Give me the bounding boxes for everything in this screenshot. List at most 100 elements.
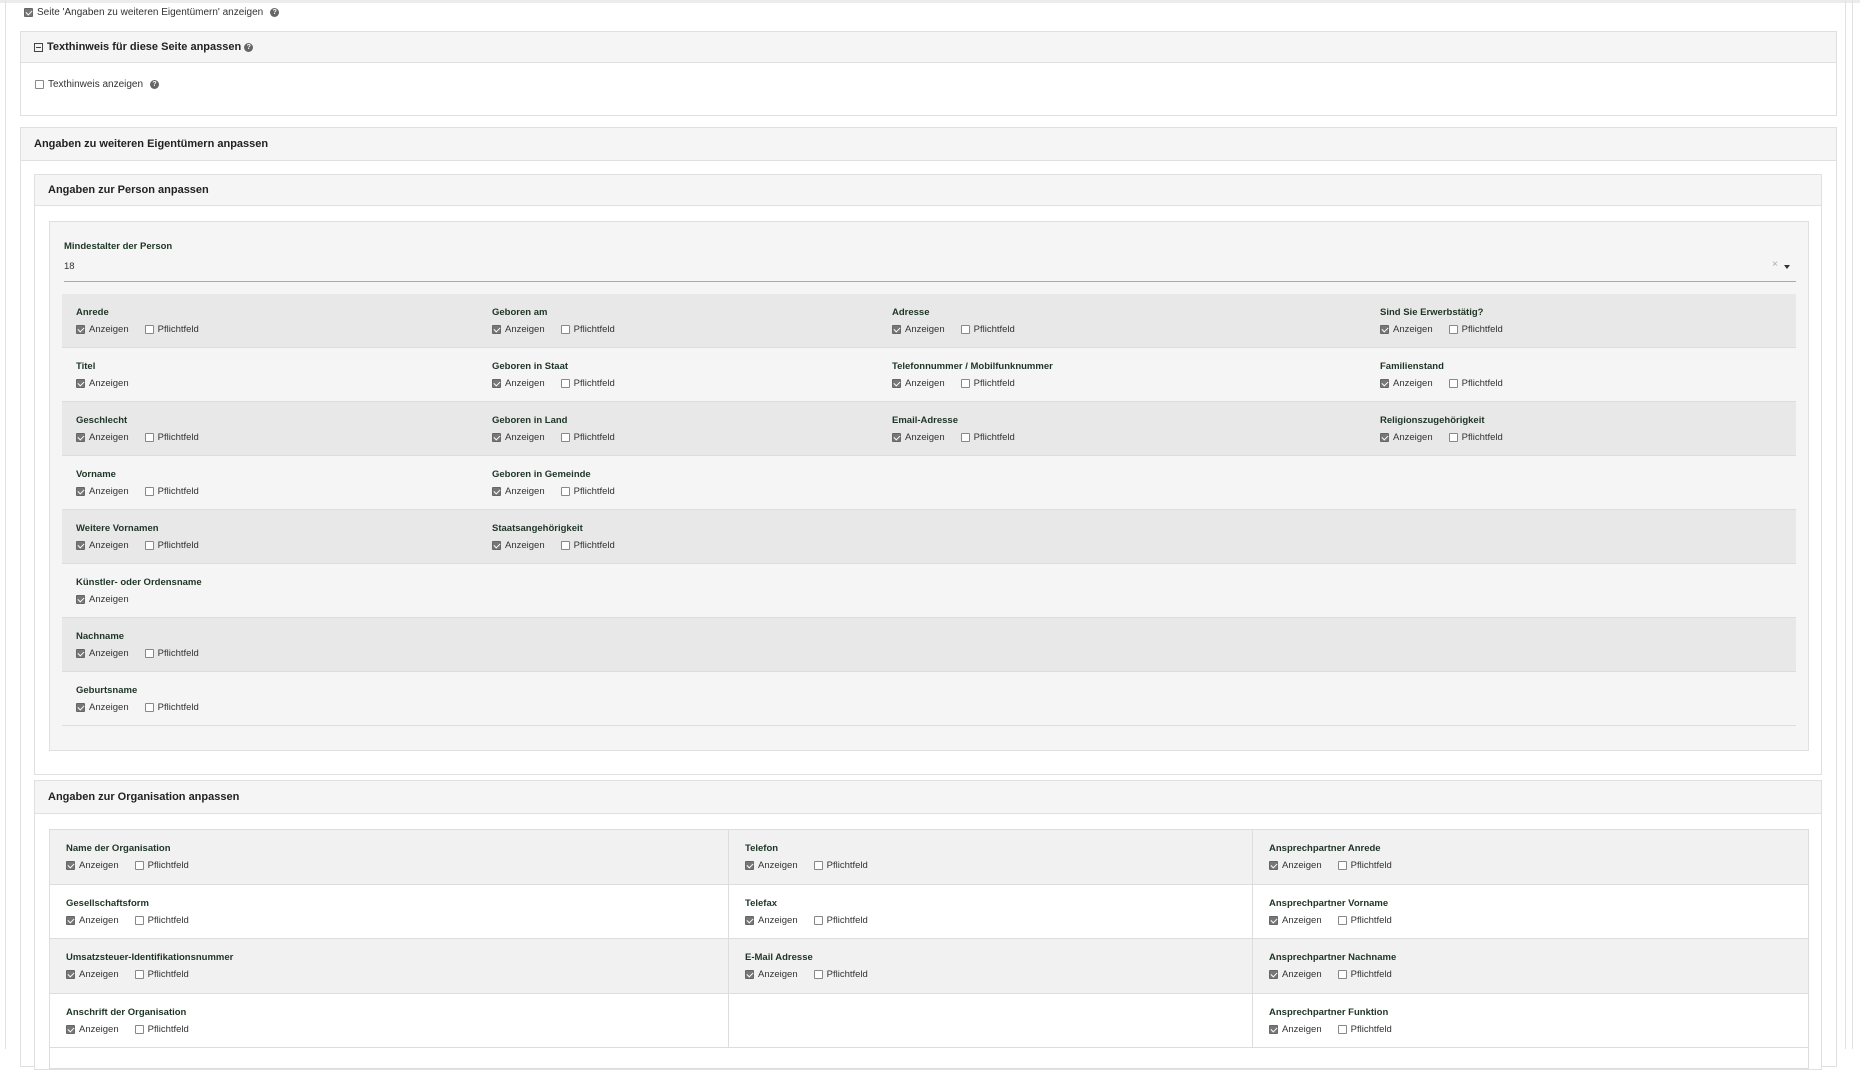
field-label: Geboren in Gemeinde <box>492 469 591 480</box>
texthinweis-title: Texthinweis für diese Seite anpassen <box>47 41 242 53</box>
show-label: Anzeigen <box>79 914 119 926</box>
required-checkbox[interactable] <box>144 541 154 550</box>
show-checkbox[interactable] <box>1380 325 1389 334</box>
min-age-value: 18 <box>64 261 75 272</box>
required-checkbox[interactable] <box>960 325 970 334</box>
top-border <box>0 0 1860 3</box>
show-checkbox[interactable] <box>745 970 754 979</box>
help-icon[interactable]: ? <box>270 8 280 17</box>
required-checkbox[interactable] <box>134 915 144 925</box>
required-checkbox[interactable] <box>560 325 570 334</box>
field-label: Anschrift der Organisation <box>66 1006 187 1018</box>
show-checkbox[interactable] <box>892 433 901 442</box>
show-checkbox[interactable] <box>76 433 85 442</box>
texthinweis-checkbox[interactable] <box>35 80 44 89</box>
person-panel: Angaben zur Person anpassen Mindestalter… <box>34 174 1822 775</box>
field-label: Ansprechpartner Funktion <box>1269 1006 1389 1018</box>
texthinweis-panel: Texthinweis für diese Seite anpassen ? T… <box>20 31 1837 116</box>
show-checkbox[interactable] <box>66 915 75 925</box>
show-checkbox[interactable] <box>492 487 501 496</box>
show-checkbox[interactable] <box>76 325 85 334</box>
show-checkbox[interactable] <box>76 649 85 658</box>
show-checkbox[interactable] <box>76 541 85 550</box>
field-options: Anzeigen Pflichtfeld <box>745 860 868 871</box>
show-checkbox[interactable] <box>1380 379 1389 388</box>
required-checkbox[interactable] <box>144 487 154 496</box>
field-label: Gesellschaftsform <box>66 897 149 909</box>
required-checkbox[interactable] <box>144 649 154 658</box>
page-toggle[interactable]: Seite 'Angaben zu weiteren Eigentümern' … <box>24 7 280 18</box>
texthinweis-header[interactable]: Texthinweis für diese Seite anpassen ? <box>21 32 1836 63</box>
show-checkbox[interactable] <box>492 541 501 550</box>
required-checkbox[interactable] <box>134 861 144 870</box>
required-checkbox[interactable] <box>1337 861 1347 870</box>
show-checkbox[interactable] <box>1269 970 1278 979</box>
required-checkbox[interactable] <box>144 703 154 712</box>
show-checkbox[interactable] <box>76 487 85 496</box>
show-checkbox[interactable] <box>492 325 501 334</box>
show-checkbox[interactable] <box>492 379 501 388</box>
show-checkbox[interactable] <box>892 379 901 388</box>
show-label: Anzeigen <box>89 648 129 659</box>
required-checkbox[interactable] <box>1448 325 1458 334</box>
required-checkbox[interactable] <box>144 433 154 442</box>
required-checkbox[interactable] <box>960 433 970 442</box>
required-checkbox[interactable] <box>134 1024 144 1034</box>
required-checkbox[interactable] <box>960 379 970 388</box>
show-label: Anzeigen <box>79 969 119 980</box>
show-label: Anzeigen <box>758 969 798 980</box>
required-checkbox[interactable] <box>560 433 570 442</box>
show-checkbox[interactable] <box>1269 1024 1278 1034</box>
help-icon[interactable]: ? <box>244 42 254 52</box>
show-checkbox[interactable] <box>1380 433 1389 442</box>
show-checkbox[interactable] <box>66 1024 75 1034</box>
min-age-select[interactable]: 18 × <box>64 256 1796 282</box>
required-checkbox[interactable] <box>1337 915 1347 925</box>
required-checkbox[interactable] <box>1448 379 1458 388</box>
required-label: Pflichtfeld <box>147 1023 189 1035</box>
show-checkbox[interactable] <box>1269 915 1278 925</box>
show-checkbox[interactable] <box>66 970 75 979</box>
show-checkbox[interactable] <box>745 861 754 870</box>
page-toggle-checkbox[interactable] <box>24 8 33 17</box>
required-checkbox[interactable] <box>813 915 823 925</box>
required-checkbox[interactable] <box>560 541 570 550</box>
chevron-down-icon[interactable] <box>1784 265 1790 269</box>
show-checkbox[interactable] <box>66 861 75 870</box>
show-checkbox[interactable] <box>492 433 501 442</box>
org-cell: Name der Organisation Anzeigen Pflichtfe… <box>50 830 729 884</box>
field-options: Anzeigen Pflichtfeld <box>66 860 189 871</box>
required-checkbox[interactable] <box>144 325 154 334</box>
minus-square-icon[interactable] <box>34 42 43 52</box>
clear-icon[interactable]: × <box>1772 259 1778 270</box>
show-checkbox[interactable] <box>76 379 85 388</box>
show-label: Anzeigen <box>79 1023 119 1035</box>
required-checkbox[interactable] <box>560 487 570 496</box>
texthinweis-toggle[interactable]: Texthinweis anzeigen ? <box>35 79 160 90</box>
required-checkbox[interactable] <box>813 861 823 870</box>
required-checkbox[interactable] <box>134 970 144 979</box>
show-checkbox[interactable] <box>745 915 754 925</box>
field-label: Umsatzsteuer-Identifikationsnummer <box>66 952 234 963</box>
help-icon[interactable]: ? <box>150 80 160 89</box>
required-label: Pflichtfeld <box>573 324 615 335</box>
required-checkbox[interactable] <box>813 970 823 979</box>
required-label: Pflichtfeld <box>147 969 189 980</box>
show-checkbox[interactable] <box>76 595 85 604</box>
show-checkbox[interactable] <box>892 325 901 334</box>
show-label: Anzeigen <box>758 860 798 871</box>
show-label: Anzeigen <box>905 324 945 335</box>
required-checkbox[interactable] <box>1448 433 1458 442</box>
org-cell: Anschrift der Organisation Anzeigen Pfli… <box>50 993 729 1047</box>
required-checkbox[interactable] <box>1337 970 1347 979</box>
field-label: Geboren am <box>492 307 548 318</box>
show-checkbox[interactable] <box>1269 861 1278 870</box>
required-checkbox[interactable] <box>1337 1024 1347 1034</box>
show-label: Anzeigen <box>905 378 945 389</box>
required-checkbox[interactable] <box>560 379 570 388</box>
show-checkbox[interactable] <box>76 703 85 712</box>
field-label: Künstler- oder Ordensname <box>76 577 202 588</box>
org-row: Anschrift der Organisation Anzeigen Pfli… <box>50 993 1808 1048</box>
scrollbar-track[interactable] <box>1852 0 1853 1049</box>
show-label: Anzeigen <box>505 324 545 335</box>
